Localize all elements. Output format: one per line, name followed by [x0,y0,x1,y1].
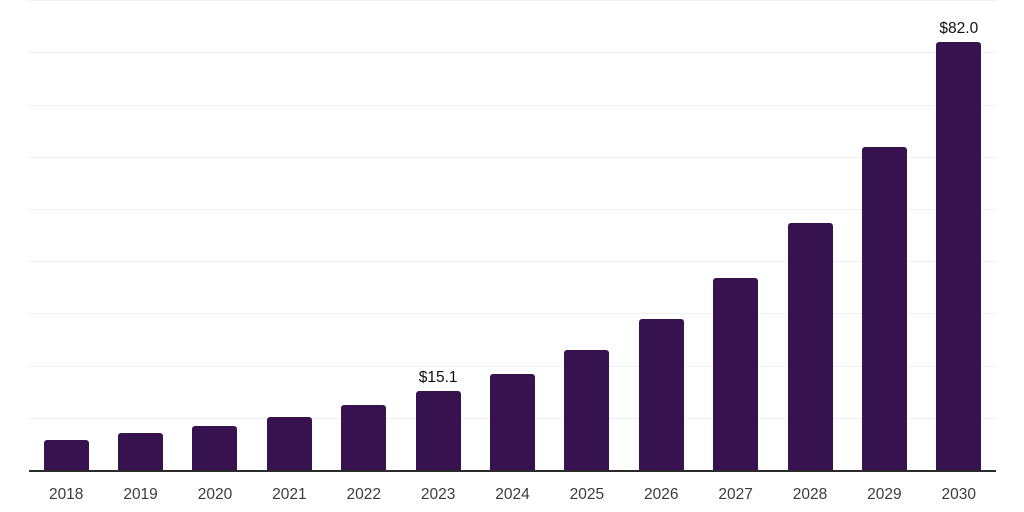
gridline-50 [29,209,996,211]
x-tick-label-2018: 2018 [48,486,84,503]
gridline-60 [29,156,996,158]
gridline-40 [29,261,996,263]
x-tick-label-2028: 2028 [792,486,828,503]
bar-2020 [192,425,238,470]
gridline-80 [29,52,996,54]
x-tick-label-2019: 2019 [123,486,158,503]
bar-2025 [564,349,610,470]
x-tick-label-2027: 2027 [718,486,753,503]
x-tick-label-2024: 2024 [495,486,530,503]
x-tick-label-2030: 2030 [941,486,977,503]
bar-2028 [787,223,833,470]
bar-2024 [490,373,535,470]
x-tick-label-2022: 2022 [346,486,381,503]
gridline-20 [29,365,996,367]
x-tick-label-2029: 2029 [867,486,902,503]
data-label-2030: $82.0 [939,20,979,37]
plot-area: 2018 2019 2020 2021 2022 2023 2024 2025 2026 2027… [29,0,996,512]
x-tick-label-2023: 2023 [420,486,456,503]
x-tick-label-2025: 2025 [569,486,605,503]
bar-2018 [43,440,89,470]
bar-2023 [415,391,461,470]
bar-2026 [638,319,684,470]
x-tick-label-2026: 2026 [644,486,679,503]
bar-2027 [713,277,759,470]
bar-2022 [341,405,387,470]
gridline-30 [29,313,996,315]
data-label-2023: $15.1 [418,369,458,387]
x-tick-label-2020: 2020 [197,486,233,503]
bar-2021 [266,416,312,470]
bar-2019 [118,432,164,470]
gridline-90 [29,0,996,2]
x-axis-line [29,470,996,472]
x-tick-label-2021: 2021 [272,486,307,503]
bar-2029 [861,146,907,470]
bar-2030 [936,42,982,470]
gridline-70 [29,104,996,106]
